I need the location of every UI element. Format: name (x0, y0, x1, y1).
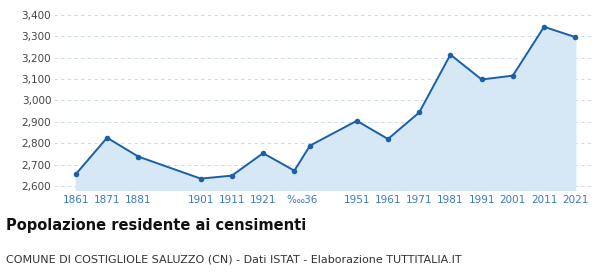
Point (227, 173, 237, 178)
Text: COMUNE DI COSTIGLIOLE SALUZZO (CN) - Dati ISTAT - Elaborazione TUTTITALIA.IT: COMUNE DI COSTIGLIOLE SALUZZO (CN) - Dat… (6, 255, 461, 265)
Point (305, 143, 315, 148)
Text: Popolazione residente ai censimenti: Popolazione residente ai censimenti (6, 218, 306, 234)
Point (508, 73, 518, 78)
Point (259, 151, 268, 155)
Point (415, 110, 424, 115)
Point (133, 154, 143, 159)
Point (71, 172, 80, 176)
Point (383, 137, 393, 141)
Point (571, 35, 580, 39)
Point (352, 118, 362, 123)
Point (196, 176, 206, 181)
Point (477, 77, 487, 82)
Point (290, 169, 299, 173)
Point (102, 136, 112, 140)
Point (446, 52, 455, 57)
Point (539, 25, 549, 29)
